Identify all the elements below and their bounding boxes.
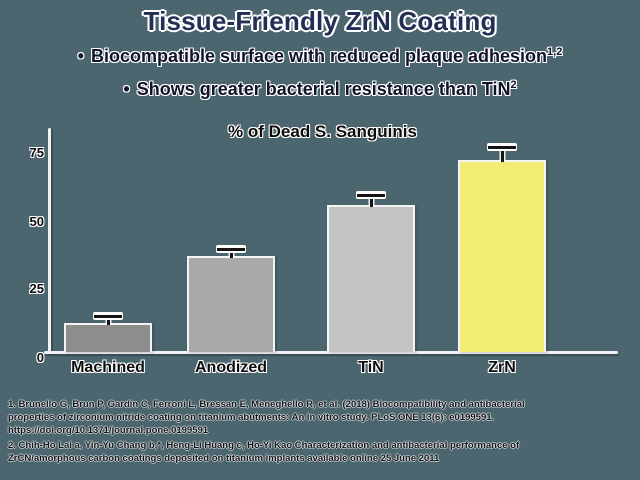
- y-tick-label-0: 0: [36, 350, 44, 365]
- error-bar-cap-line: [488, 146, 516, 149]
- footnote-line: 1. Brunello G, Brun P, Gardin C, Ferroni…: [8, 399, 525, 410]
- footnote-line: https://doi.org/10.1371/journal.pone.019…: [8, 425, 209, 436]
- error-bar-stem: [500, 149, 504, 162]
- x-label-machined: Machined: [71, 359, 145, 376]
- bar-machined: [64, 323, 152, 352]
- footnotes: 1. Brunello G, Brun P, Gardin C, Ferroni…: [8, 398, 636, 467]
- error-bar-stem: [229, 251, 233, 258]
- x-label-anodized: Anodized: [195, 359, 267, 376]
- y-axis-line: [48, 128, 51, 354]
- x-label-tin: TiN: [358, 359, 384, 376]
- error-bar-cap-line: [357, 194, 385, 197]
- bullet-icon: •: [123, 79, 130, 99]
- x-label-zrn: ZrN: [488, 359, 516, 376]
- bullet-biocompatible: • Biocompatible surface with reduced plaq…: [0, 46, 640, 67]
- error-bar-stem: [369, 197, 373, 207]
- bullet-text: Shows greater bacterial resistance than …: [136, 79, 511, 99]
- footnote-2: 2. Chih-Ho Lai a, Yin-Yu Chang b,*, Heng…: [8, 439, 636, 465]
- bullet-text: Biocompatible surface with reduced plaqu…: [90, 46, 548, 66]
- bullet-bacterial-resistance: • Shows greater bacterial resistance than…: [0, 79, 640, 100]
- bullet-icon: •: [77, 46, 84, 66]
- error-bar-cap: [356, 191, 386, 199]
- error-bar-cap: [487, 143, 517, 151]
- y-tick-label-75: 75: [29, 145, 44, 160]
- error-bar-anodized: [216, 245, 246, 258]
- bar-zrn: [458, 160, 546, 352]
- bullet-superscript: 1,2: [547, 46, 563, 58]
- y-tick-label-25: 25: [29, 281, 44, 296]
- bar-tin: [327, 205, 415, 352]
- footnote-line: 2. Chih-Ho Lai a, Yin-Yu Chang b,*, Heng…: [8, 440, 520, 451]
- error-bar-cap: [216, 245, 246, 253]
- bullet-superscript: 2: [510, 79, 517, 91]
- chart-title: % of Dead S. Sanguinis: [228, 122, 417, 141]
- bar-anodized: [187, 256, 275, 352]
- footnote-1: 1. Brunello G, Brun P, Gardin C, Ferroni…: [8, 398, 636, 437]
- error-bar-stem: [106, 318, 110, 325]
- error-bar-zrn: [487, 143, 517, 162]
- x-axis-line: [44, 351, 618, 354]
- y-tick-label-50: 50: [29, 214, 44, 229]
- slide-title: Tissue-Friendly ZrN Coating: [143, 6, 497, 36]
- error-bar-cap: [93, 312, 123, 320]
- footnote-line: ZrCN/amorphous carbon coatings deposited…: [8, 453, 440, 464]
- error-bar-cap-line: [217, 248, 245, 251]
- error-bar-tin: [356, 191, 386, 207]
- error-bar-cap-line: [94, 315, 122, 318]
- footnote-line: properties of zirconium nitride coating …: [8, 412, 495, 423]
- error-bar-machined: [93, 312, 123, 325]
